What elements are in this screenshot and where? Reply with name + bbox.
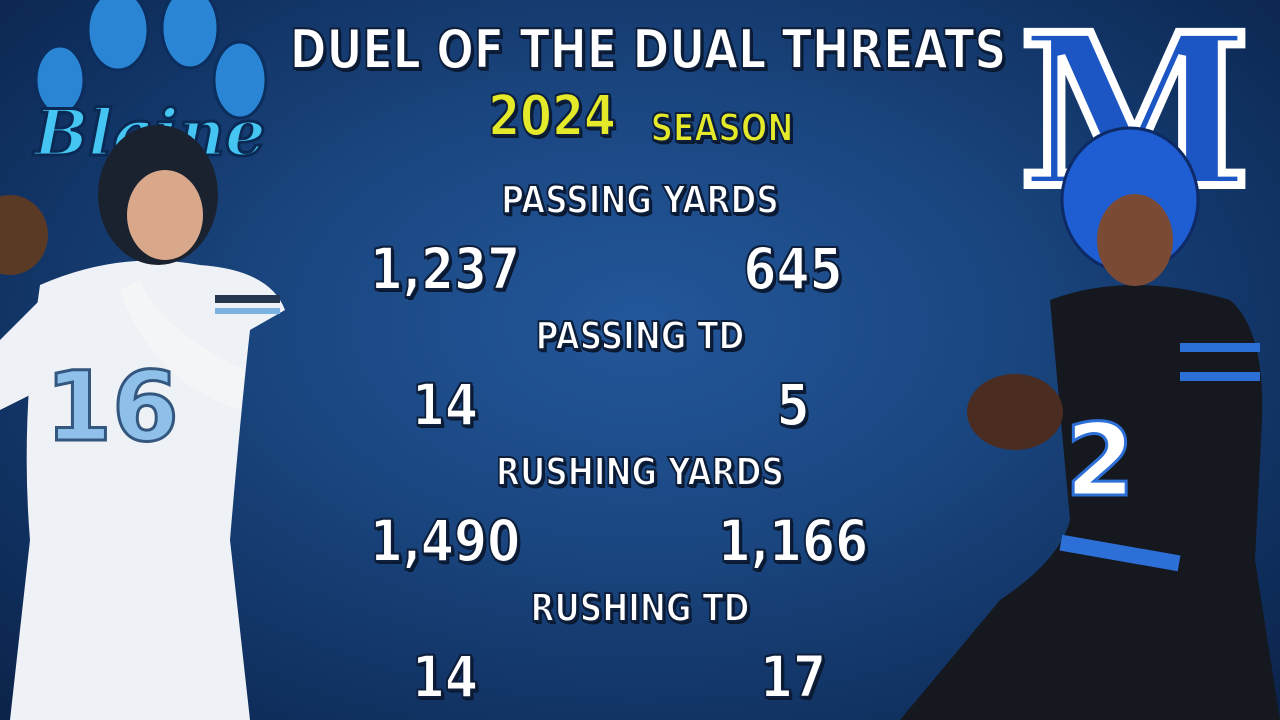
subtitle: SEASON [650, 105, 795, 151]
right-value: 5 [776, 370, 811, 440]
right-logo: M [1019, 0, 1251, 235]
year: 2024 [487, 83, 616, 150]
left-player: 16 [0, 125, 285, 720]
stat-label: RUSHING TD [530, 585, 751, 631]
stat-label: PASSING YARDS [500, 177, 779, 223]
left-value: 1,490 [369, 506, 521, 576]
stat-label: PASSING TD [535, 313, 745, 359]
paw-logo [34, 0, 268, 120]
title: DUEL OF THE DUAL THREATS [289, 17, 1007, 82]
right-player: 2 [900, 126, 1280, 720]
right-jersey: 2 [1065, 402, 1135, 519]
left-jersey: 16 [45, 351, 179, 463]
right-value: 17 [759, 642, 827, 712]
right-value: 1,166 [717, 506, 869, 576]
right-value: 645 [743, 234, 844, 304]
left-value: 14 [411, 370, 479, 440]
left-value: 14 [411, 642, 479, 712]
left-value: 1,237 [369, 234, 521, 304]
stat-label: RUSHING YARDS [495, 449, 785, 495]
